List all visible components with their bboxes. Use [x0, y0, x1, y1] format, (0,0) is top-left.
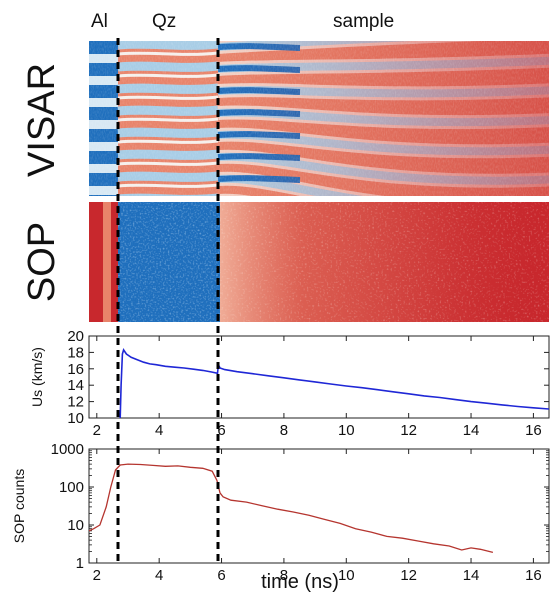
sop-qz-speckle — [118, 202, 220, 322]
x-tick-label: 2 — [93, 422, 101, 439]
x-tick-label: 10 — [338, 422, 355, 439]
sop-panel-label: SOP — [21, 222, 63, 302]
x-tick-label: 16 — [525, 422, 542, 439]
y-tick-label: 14 — [67, 377, 84, 394]
x-tick-label: 4 — [155, 422, 163, 439]
x-tick-label: 12 — [400, 422, 417, 439]
us-plot-frame — [88, 335, 550, 419]
region-label-al: Al — [91, 11, 108, 32]
sop-ylabel: SOP counts — [11, 469, 27, 543]
y-tick-label: 18 — [67, 344, 84, 361]
sop-axis: 2 4 6 8 10 12 14 16 1 10 100 1000 — [51, 441, 549, 584]
x-tick-label: 12 — [400, 567, 417, 584]
x-tick-label: 14 — [463, 567, 480, 584]
y-tick-label: 10 — [67, 410, 84, 427]
y-tick-label: 1000 — [51, 441, 84, 458]
us-ylabel: Us (km/s) — [29, 347, 45, 407]
x-axis-title: time (ns) — [261, 571, 339, 593]
x-tick-label: 8 — [280, 422, 288, 439]
sop-sample-speckle — [220, 202, 549, 322]
x-tick-label: 4 — [155, 567, 163, 584]
sop-al-edge — [103, 202, 111, 322]
region-label-qz: Qz — [152, 11, 176, 32]
visar-streak-image — [89, 24, 549, 202]
visar-noise-overlay — [89, 41, 549, 196]
x-tick-label: 14 — [463, 422, 480, 439]
x-tick-label: 2 — [93, 567, 101, 584]
sop-counts-series-line — [89, 463, 494, 554]
sop-plot-frame — [88, 448, 550, 564]
visar-sample-fringe — [218, 24, 300, 26]
x-tick-label: 16 — [525, 567, 542, 584]
visar-qz-fringe — [117, 193, 218, 196]
y-tick-label: 16 — [67, 361, 84, 378]
x-tick-label: 8 — [280, 567, 288, 584]
region-label-sample: sample — [333, 11, 394, 32]
sop-streak-image — [89, 202, 549, 322]
visar-panel-label: VISAR — [21, 63, 63, 177]
us-series-line — [119, 348, 549, 418]
y-tick-label: 100 — [59, 479, 84, 496]
visar-sample-fringe — [218, 200, 300, 202]
x-tick-label: 6 — [217, 567, 225, 584]
x-tick-label: 6 — [217, 422, 225, 439]
y-tick-label: 12 — [67, 394, 84, 411]
y-tick-label: 10 — [67, 517, 84, 534]
y-tick-label: 1 — [76, 555, 84, 572]
x-tick-label: 10 — [338, 567, 355, 584]
y-tick-label: 20 — [67, 328, 84, 345]
